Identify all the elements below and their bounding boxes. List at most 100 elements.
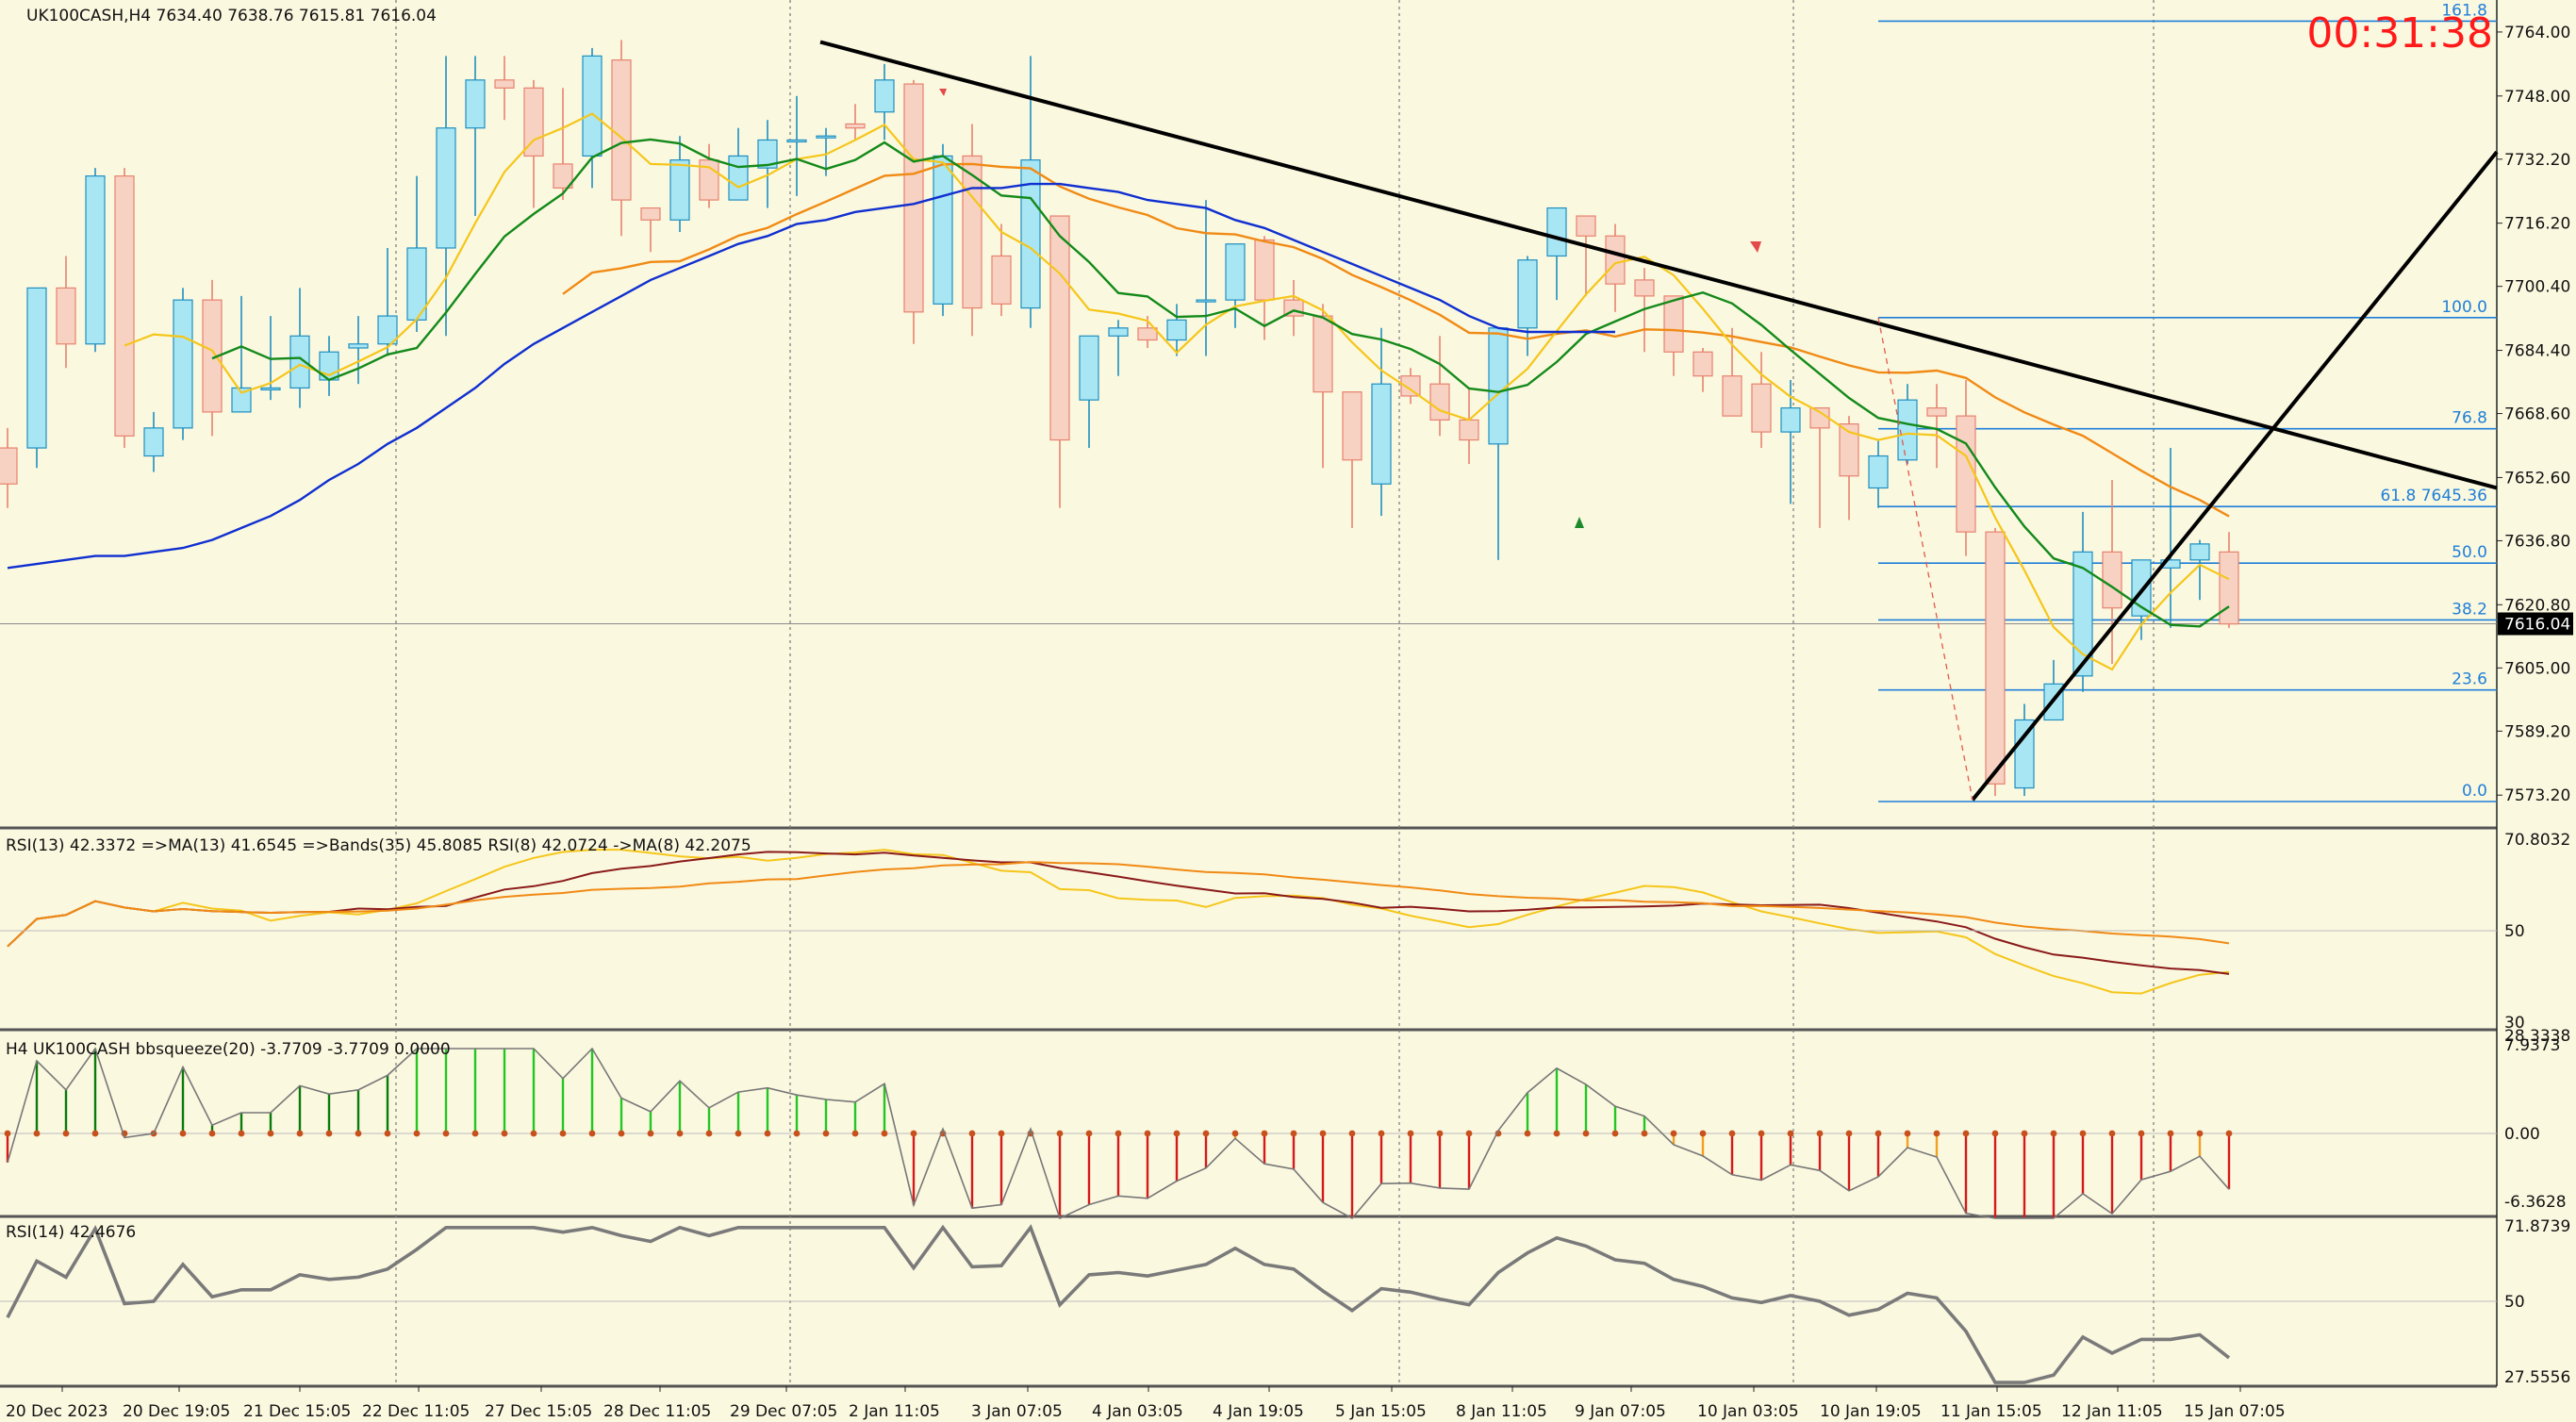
- bbsqueeze-dot-20: [588, 1130, 596, 1137]
- bbsqueeze-dot-19: [559, 1130, 567, 1137]
- bbsqueeze-dot-68: [1991, 1130, 1999, 1137]
- bbsqueeze-axis-label-0: 7.9373: [2504, 1036, 2560, 1055]
- bbsqueeze-dot-31: [910, 1130, 917, 1137]
- candle-body-63: [1839, 423, 1859, 477]
- bbsqueeze-dot-2: [62, 1130, 70, 1137]
- time-label-11: 5 Jan 15:05: [1335, 1402, 1427, 1421]
- bbsqueeze-dot-16: [471, 1130, 479, 1137]
- rsi14-axis-label-2: 27.5556: [2504, 1368, 2570, 1387]
- candle-body-35: [1020, 159, 1041, 309]
- candle-body-55: [1605, 235, 1626, 285]
- candle-body-71: [2072, 551, 2093, 677]
- price-tick-label-7: 7652.60: [2504, 469, 2570, 488]
- bbsqueeze-axis-label-1: 0.00: [2504, 1125, 2540, 1144]
- price-tick-label-5: 7684.40: [2504, 342, 2570, 361]
- bbsqueeze-dot-58: [1699, 1130, 1707, 1137]
- bbsqueeze-dot-27: [793, 1130, 801, 1137]
- buy-arrow-marker: [1575, 517, 1584, 528]
- candle-body-36: [1049, 215, 1070, 441]
- candle-body-28: [816, 135, 836, 139]
- rsi-bands-axis-label-0: 70.8032: [2504, 831, 2570, 850]
- bbsqueeze-dot-46: [1348, 1130, 1356, 1137]
- bbsqueeze-dot-8: [238, 1130, 245, 1137]
- candle-body-25: [728, 155, 749, 201]
- candle-body-26: [757, 139, 778, 169]
- sell-arrow-marker-small: [939, 89, 947, 96]
- rsi14-axis-label-0: 71.8739: [2504, 1217, 2570, 1236]
- candle-body-61: [1780, 407, 1801, 433]
- candle-body-51: [1488, 327, 1509, 445]
- trendline-down: [819, 40, 2498, 490]
- fibo-label-3: 50.0: [2452, 543, 2487, 562]
- bbsqueeze-dot-18: [530, 1130, 537, 1137]
- bbsqueeze-dot-56: [1641, 1130, 1648, 1137]
- bbsqueeze-dot-75: [2196, 1130, 2204, 1137]
- rsi-bands-fast-line: [7, 849, 2230, 995]
- candle-body-43: [1254, 239, 1275, 301]
- candle-body-68: [1985, 531, 2006, 785]
- candle-body-12: [348, 343, 369, 349]
- bbsqueeze-dot-10: [296, 1130, 304, 1137]
- candle-body-49: [1429, 383, 1450, 421]
- candle-body-38: [1108, 327, 1129, 337]
- candle-body-47: [1371, 383, 1392, 485]
- bbsqueeze-dot-69: [2021, 1130, 2028, 1137]
- bbsqueeze-dot-61: [1787, 1130, 1794, 1137]
- fibo-label-7: 161.8: [2441, 1, 2487, 20]
- rsi14-panel: [0, 1224, 2497, 1384]
- price-tick-label-9: 7620.80: [2504, 596, 2570, 615]
- candle-body-0: [0, 447, 18, 485]
- bbsqueeze-dot-43: [1261, 1130, 1268, 1137]
- time-label-5: 28 Dec 11:05: [603, 1402, 711, 1421]
- bbsqueeze-dot-67: [1962, 1130, 1970, 1137]
- current-price-tag: [2498, 612, 2573, 636]
- fibo-label-6: 0.0: [2462, 782, 2487, 801]
- trendline-up: [1971, 150, 2499, 802]
- bbsqueeze-dot-50: [1465, 1130, 1473, 1137]
- candle-body-34: [991, 255, 1012, 305]
- candle-body-22: [640, 207, 661, 221]
- candle-body-66: [1926, 407, 1947, 417]
- ma-blue-line: [7, 182, 1615, 570]
- current-price-tag-label: 7616.04: [2504, 616, 2570, 635]
- candle-body-2: [56, 287, 76, 345]
- candle-body-31: [903, 83, 924, 313]
- candle-body-16: [465, 79, 486, 129]
- rsi-bands-band-line: [7, 861, 2230, 948]
- rsi-bands-header: RSI(13) 42.3372 =>MA(13) 41.6545 =>Bands…: [6, 836, 751, 855]
- time-label-18: 15 Jan 07:05: [2184, 1402, 2286, 1421]
- candle-body-5: [143, 427, 164, 457]
- candle-body-54: [1576, 215, 1596, 237]
- bbsqueeze-dot-36: [1056, 1130, 1064, 1137]
- price-tick-label-0: 7764.00: [2504, 24, 2570, 42]
- bbsqueeze-dot-11: [325, 1130, 333, 1137]
- candle-body-20: [582, 55, 603, 157]
- countdown-timer: 00:31:38: [2306, 9, 2493, 58]
- symbol-header: UK100CASH,H4 7634.40 7638.76 7615.81 761…: [26, 7, 437, 25]
- time-label-16: 11 Jan 15:05: [1940, 1402, 2042, 1421]
- bbsqueeze-dot-66: [1933, 1130, 1940, 1137]
- candle-body-69: [2014, 719, 2035, 789]
- candle-body-9: [260, 387, 281, 391]
- bbsqueeze-dot-54: [1582, 1130, 1590, 1137]
- bbsqueeze-dot-57: [1670, 1130, 1677, 1137]
- price-tick-label-10: 7605.00: [2504, 659, 2570, 678]
- fibo-label-4: 38.2: [2452, 600, 2487, 619]
- price-tick-label-6: 7668.60: [2504, 405, 2570, 424]
- candle-body-8: [231, 387, 252, 413]
- bbsqueeze-dot-22: [647, 1130, 654, 1137]
- candle-body-42: [1225, 243, 1246, 301]
- bbsqueeze-dot-6: [179, 1130, 187, 1137]
- rsi14-header: RSI(14) 42.4676: [6, 1223, 136, 1242]
- ma-green-line: [211, 138, 2230, 628]
- price-tick-label-3: 7716.20: [2504, 215, 2570, 234]
- bbsqueeze-dot-42: [1231, 1130, 1239, 1137]
- main-price-panel: 100.0 76.8 61.8 7645.36 50.0 38.2 23.6 0.0 161.…: [0, 1, 2499, 802]
- bbsqueeze-dot-34: [998, 1130, 1005, 1137]
- time-label-13: 9 Jan 07:05: [1575, 1402, 1666, 1421]
- bbsqueeze-dot-53: [1553, 1130, 1560, 1137]
- bbsqueeze-dot-30: [881, 1130, 888, 1137]
- grid-layer: [0, 0, 2498, 1388]
- candle-body-7: [202, 299, 223, 413]
- price-tick-label-11: 7589.20: [2504, 722, 2570, 741]
